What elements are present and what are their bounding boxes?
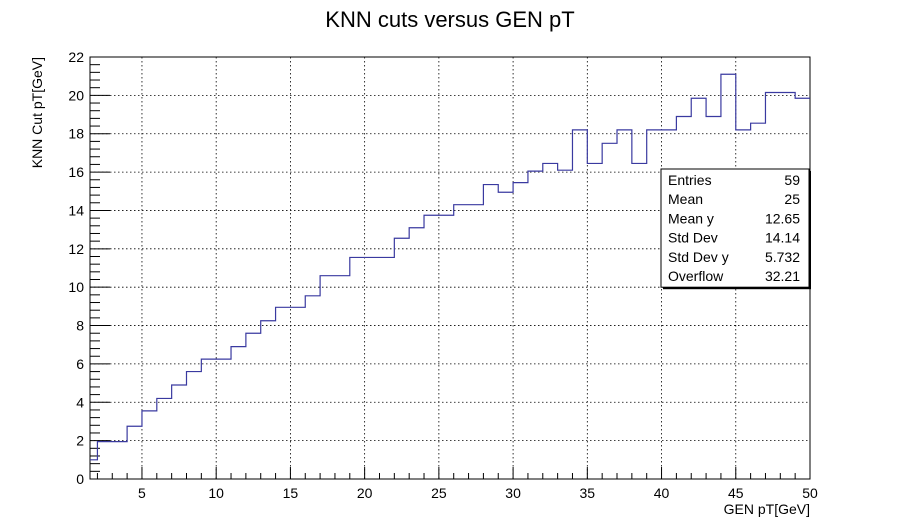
y-tick-label: 14 [68,202,84,218]
y-tick-label: 0 [76,471,84,487]
y-axis-title: KNN Cut pT[GeV] [29,57,45,168]
stats-box: Entries 59 Mean 25 Mean y 12.65 Std Dev 14.14 St… [660,168,811,290]
x-tick-label: 45 [728,485,744,501]
stats-box-frame [660,168,810,288]
x-tick-label: 15 [283,485,299,501]
x-axis-title: GEN pT[GeV] [724,501,810,517]
x-tick-label: 5 [138,485,146,501]
x-tick-label: 10 [208,485,224,501]
y-tick-label: 6 [76,356,84,372]
x-tick-label: 40 [654,485,670,501]
y-tick-label: 18 [68,126,84,142]
x-tick-label: 25 [431,485,447,501]
y-axis: 0 2 4 6 8 10 12 14 16 18 20 22 [68,49,110,487]
y-tick-label: 12 [68,241,84,257]
y-tick-label: 4 [76,394,84,410]
x-axis: 5 10 15 20 25 30 35 40 45 50 [96,467,818,501]
stats-value: 25 [784,191,800,207]
histogram-step-line [90,73,810,461]
stats-value: 59 [784,172,800,188]
stats-value: 14.14 [765,230,800,246]
stats-label: Overflow [668,268,724,284]
stats-label: Std Dev y [668,249,729,265]
stats-value: 32.21 [765,268,800,284]
y-tick-label: 8 [76,318,84,334]
stats-label: Entries [668,172,712,188]
y-tick-label: 2 [76,433,84,449]
y-tick-label: 22 [68,49,84,65]
y-tick-label: 20 [68,87,84,103]
x-tick-label: 50 [802,485,818,501]
y-tick-label: 16 [68,164,84,180]
stats-label: Mean y [668,210,714,226]
stats-value: 12.65 [765,210,800,226]
stats-label: Mean [668,191,703,207]
grid-lines [90,57,810,479]
x-tick-label: 30 [505,485,521,501]
y-tick-label: 10 [68,279,84,295]
x-tick-label: 20 [357,485,373,501]
chart-title: KNN cuts versus GEN pT [325,7,574,32]
stats-value: 5.732 [765,249,800,265]
stats-label: Std Dev [668,230,718,246]
x-tick-label: 35 [580,485,596,501]
